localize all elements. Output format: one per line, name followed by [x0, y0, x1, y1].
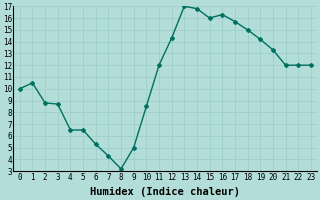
X-axis label: Humidex (Indice chaleur): Humidex (Indice chaleur) [90, 187, 240, 197]
